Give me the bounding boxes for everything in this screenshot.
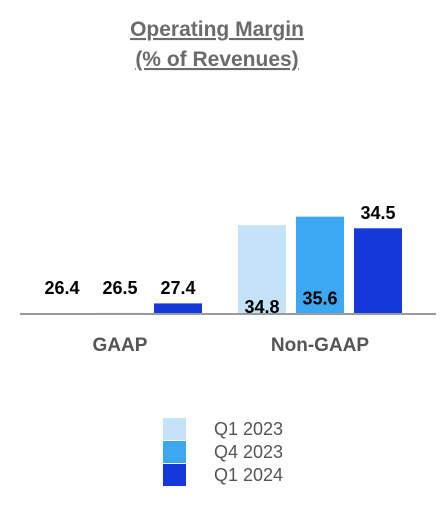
category-label-gaap: GAAP [93,335,148,356]
legend-swatch-q4-2023 [163,441,186,463]
chart-title: Operating Margin [130,18,304,41]
legend-label-q1-2023: Q1 2023 [214,419,283,439]
value-label-gaap-q1-2023: 26.4 [44,278,79,298]
value-label-non-gaap-q4-2023: 35.6 [302,288,337,308]
value-label-gaap-q4-2023: 26.5 [102,278,137,298]
legend: Q1 2023 Q4 2023 Q1 2024 [163,418,283,486]
chart-subtitle: (% of Revenues) [135,48,298,71]
value-label-gaap-q1-2024: 27.4 [160,278,195,298]
value-label-non-gaap-q1-2024: 34.5 [360,203,395,223]
bars-layer [38,216,402,314]
legend-label-q4-2023: Q4 2023 [214,442,283,462]
category-label-non-gaap: Non-GAAP [271,335,369,356]
legend-label-q1-2024: Q1 2024 [214,465,283,485]
legend-swatch-q1-2024 [163,464,186,486]
category-labels-layer: GAAP Non-GAAP [93,335,370,356]
value-labels-layer: 26.4 26.5 27.4 34.8 35.6 34.5 [44,203,395,317]
bar-non-gaap-q1-2023 [238,225,286,314]
bar-non-gaap-q4-2023 [296,216,344,314]
legend-swatch-q1-2023 [163,418,186,440]
bar-gaap-q1-2024 [154,303,202,314]
value-label-non-gaap-q1-2023: 34.8 [244,297,279,317]
bar-non-gaap-q1-2024 [354,228,402,314]
